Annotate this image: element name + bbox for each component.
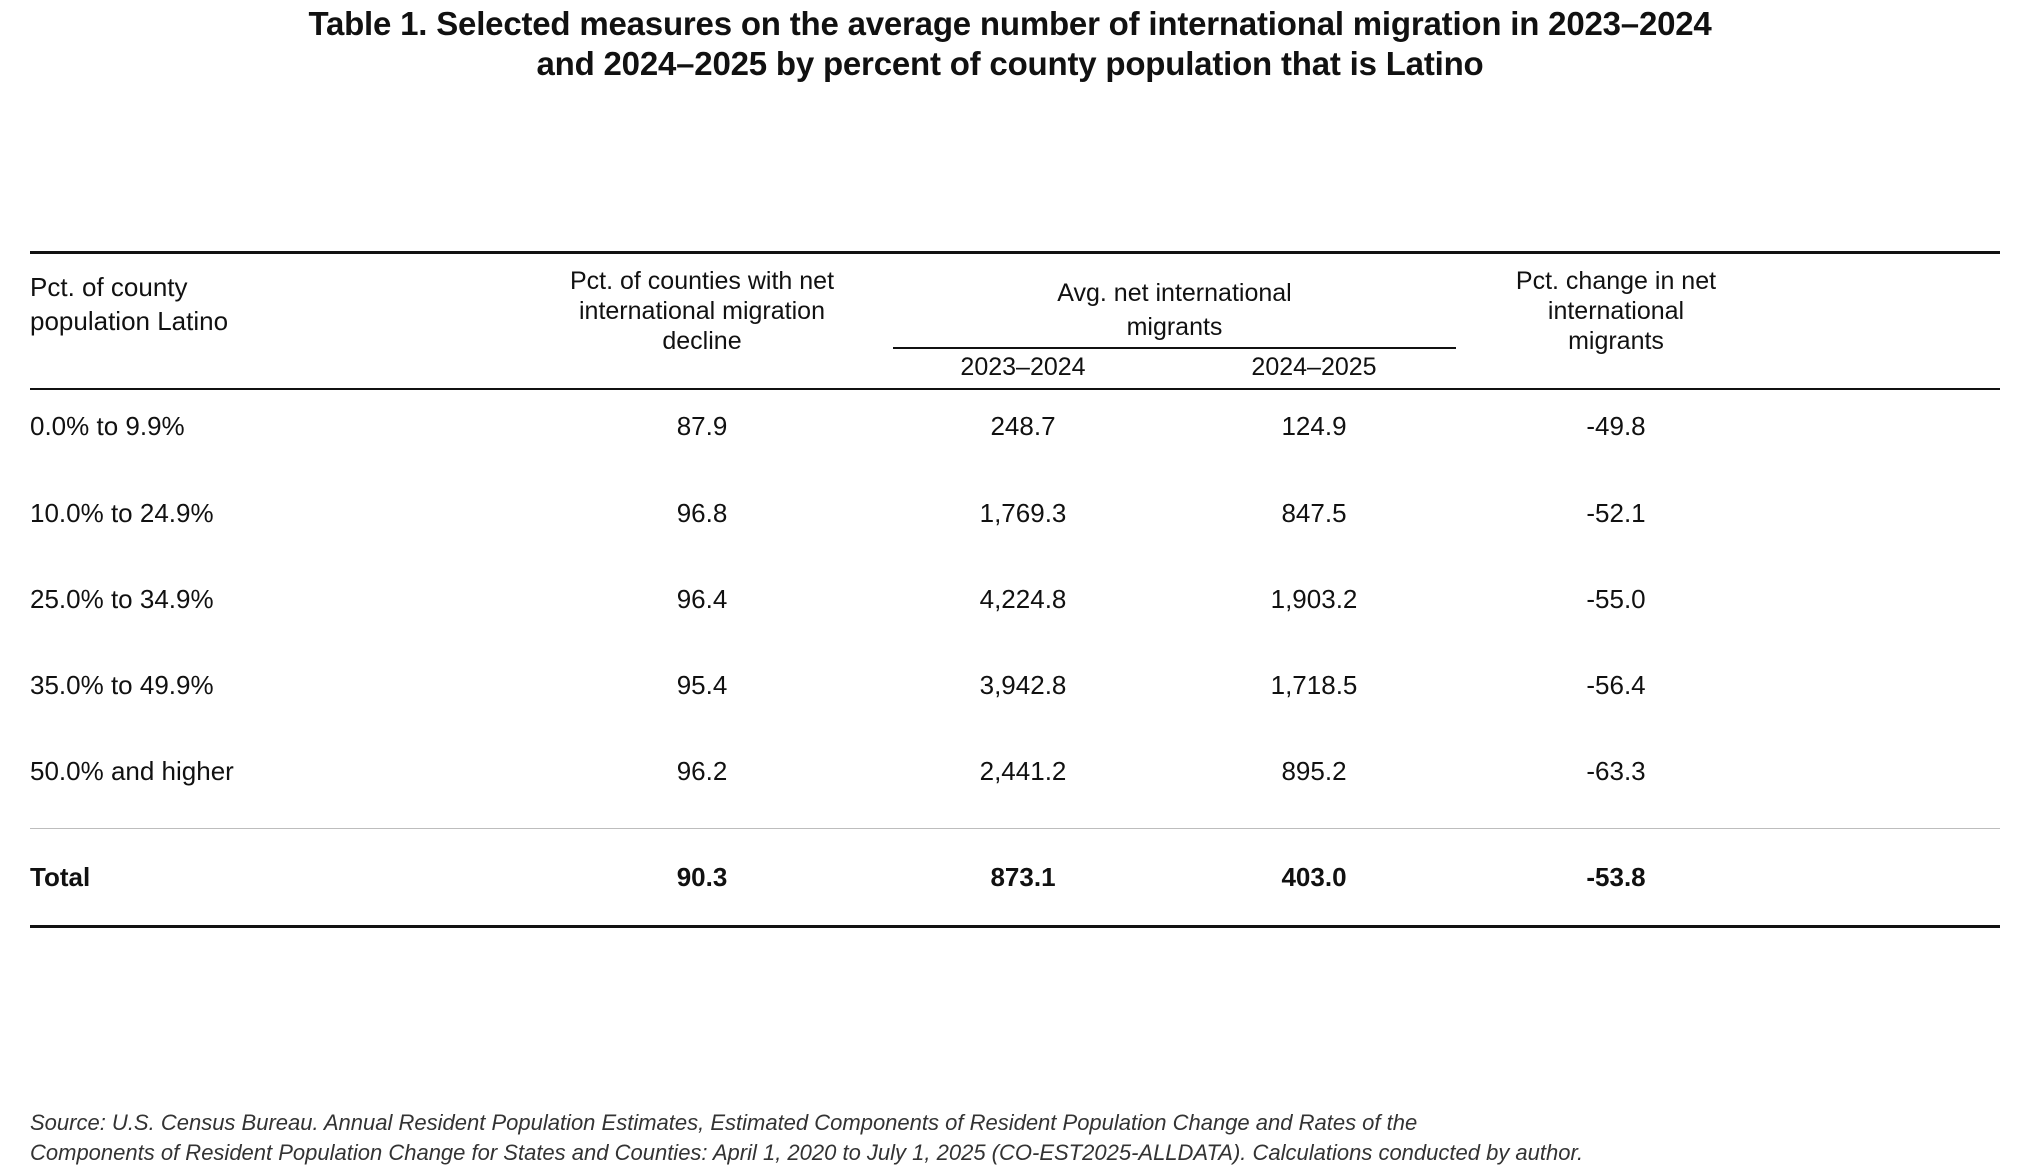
row-avg-2023-2024: 4,224.8 (979, 584, 1067, 614)
row-pct-decline: 95.4 (676, 670, 728, 700)
total-pct-change: -53.8 (1586, 862, 1646, 892)
table-bottom-rule (30, 925, 2000, 928)
total-avg-2023-2024: 873.1 (990, 862, 1056, 892)
row-pct-change: -49.8 (1586, 411, 1646, 441)
header-pct-change-line-1: Pct. change in net (1515, 267, 1717, 295)
header-pct-counties-decline-line-1: Pct. of counties with net (569, 267, 835, 295)
source-note-line-2: Components of Resident Population Change… (30, 1140, 1584, 1165)
header-avg-net-migrants-line-2: migrants (1126, 313, 1223, 341)
header-pct-county-latino: Pct. of county population Latino (30, 270, 228, 338)
column-group-rule (893, 347, 1456, 349)
header-avg-net-migrants-line-1: Avg. net international (1057, 279, 1292, 307)
row-pct-change: -52.1 (1586, 498, 1646, 528)
source-note: Source: U.S. Census Bureau. Annual Resid… (30, 1108, 1583, 1168)
row-pct-change: -56.4 (1586, 670, 1646, 700)
source-note-line-1: Source: U.S. Census Bureau. Annual Resid… (30, 1110, 1418, 1135)
total-pct-decline: 90.3 (676, 862, 728, 892)
row-group-label: 10.0% to 24.9% (30, 498, 214, 528)
table-top-rule (30, 251, 2000, 254)
row-pct-change: -63.3 (1586, 756, 1646, 786)
header-2024-2025: 2024–2025 (1251, 353, 1377, 381)
row-pct-decline: 96.2 (676, 756, 728, 786)
row-group-label: 50.0% and higher (30, 756, 234, 786)
header-avg-net-migrants-group: Avg. net international migrants (893, 276, 1456, 344)
row-pct-decline: 96.4 (676, 584, 728, 614)
header-2023-2024: 2023–2024 (960, 353, 1086, 381)
total-label: Total (30, 862, 91, 892)
row-avg-2024-2025: 895.2 (1281, 756, 1347, 786)
row-avg-2023-2024: 248.7 (990, 411, 1056, 441)
row-pct-change: -55.0 (1586, 584, 1646, 614)
row-avg-2024-2025: 847.5 (1281, 498, 1347, 528)
header-pct-change-line-2: international (1547, 297, 1685, 325)
row-avg-2023-2024: 1,769.3 (979, 498, 1067, 528)
header-pct-change: Pct. change in net international migrant… (1466, 266, 1766, 356)
row-avg-2024-2025: 1,718.5 (1270, 670, 1358, 700)
header-bottom-rule (30, 388, 2000, 390)
header-pct-county-latino-line-2: population Latino (30, 306, 229, 336)
header-pct-counties-decline: Pct. of counties with net international … (520, 266, 884, 356)
row-avg-2024-2025: 1,903.2 (1270, 584, 1358, 614)
total-avg-2024-2025: 403.0 (1281, 862, 1347, 892)
row-pct-decline: 87.9 (676, 411, 728, 441)
table-title: Table 1. Selected measures on the averag… (0, 4, 2020, 84)
row-group-label: 0.0% to 9.9% (30, 411, 185, 441)
header-pct-counties-decline-line-3: decline (662, 327, 742, 355)
row-group-label: 25.0% to 34.9% (30, 584, 214, 614)
table-title-line-1: Table 1. Selected measures on the averag… (308, 5, 1712, 42)
row-avg-2024-2025: 124.9 (1281, 411, 1347, 441)
row-group-label: 35.0% to 49.9% (30, 670, 214, 700)
row-avg-2023-2024: 3,942.8 (979, 670, 1067, 700)
table-title-line-2: and 2024–2025 by percent of county popul… (536, 45, 1484, 82)
row-avg-2023-2024: 2,441.2 (979, 756, 1067, 786)
total-separator-rule (30, 828, 2000, 829)
header-pct-change-line-3: migrants (1568, 327, 1664, 355)
header-pct-counties-decline-line-2: international migration (579, 297, 825, 325)
row-pct-decline: 96.8 (676, 498, 728, 528)
header-pct-county-latino-line-1: Pct. of county (30, 272, 188, 302)
